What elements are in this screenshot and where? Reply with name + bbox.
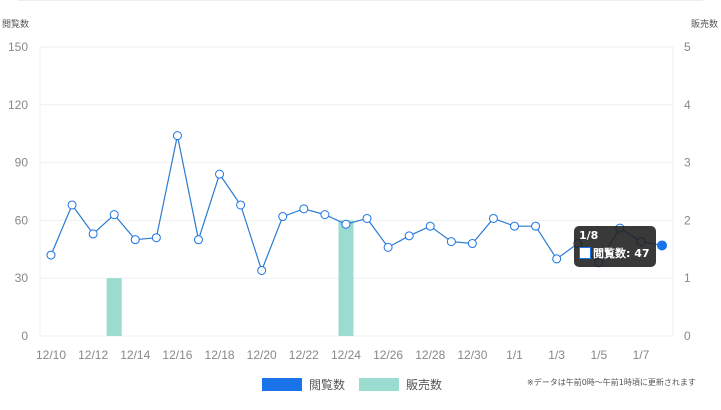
point-views (657, 240, 667, 251)
legend-swatch-views (262, 378, 302, 391)
top-divider (18, 0, 703, 1)
left-axis-title: 閲覧数 (2, 20, 30, 30)
point-views (510, 221, 520, 231)
right-tick-label: 0 (684, 329, 691, 343)
legend-label-views: 閲覧数 (309, 378, 346, 392)
x-tick-label: 1/7 (633, 348, 650, 362)
legend-label-sales: 販売数 (406, 378, 443, 392)
point-views (488, 213, 498, 223)
legend: 閲覧数 販売数 (262, 376, 456, 393)
x-tick-label: 12/10 (36, 348, 66, 362)
point-views (383, 242, 393, 252)
point-views (320, 210, 330, 220)
point-views (236, 200, 246, 210)
tooltip: 1/8 閲覧数: 47 (574, 226, 656, 267)
point-views (425, 221, 435, 231)
point-views (172, 131, 182, 141)
x-tick-label: 12/12 (78, 348, 108, 362)
point-views (362, 213, 372, 223)
right-tick-label: 1 (684, 271, 691, 285)
x-tick-label: 12/26 (373, 348, 403, 362)
point-views (446, 237, 456, 247)
left-tick-label: 60 (15, 213, 29, 227)
point-views (278, 212, 288, 222)
point-views (215, 169, 225, 179)
point-views (109, 210, 119, 220)
right-tick-label: 2 (684, 213, 691, 227)
left-tick-label: 30 (15, 271, 29, 285)
x-tick-label: 12/30 (457, 348, 487, 362)
update-note: ※データは午前0時～午前1時頃に更新されます (527, 378, 696, 387)
left-tick-label: 150 (8, 40, 28, 54)
tooltip-title: 1/8 (579, 229, 599, 242)
point-views (46, 250, 56, 260)
point-views (151, 233, 161, 243)
left-tick-label: 120 (8, 98, 28, 112)
x-tick-label: 12/16 (162, 348, 192, 362)
x-tick-label: 12/22 (289, 348, 319, 362)
right-axis-title: 販売数 (690, 20, 718, 30)
x-tick-label: 12/20 (247, 348, 277, 362)
point-views (299, 204, 309, 214)
point-views (257, 265, 267, 275)
point-views (531, 221, 541, 231)
point-views (67, 200, 77, 210)
x-tick-label: 1/5 (590, 348, 607, 362)
x-tick-label: 12/14 (120, 348, 150, 362)
point-views (404, 231, 414, 241)
bar-sales (338, 220, 354, 336)
line-views (50, 135, 663, 273)
point-views (467, 239, 477, 249)
point-views (341, 219, 351, 229)
x-tick-label: 1/3 (548, 348, 565, 362)
left-tick-label: 0 (21, 329, 28, 343)
point-views (552, 254, 562, 264)
tooltip-label: 閲覧数: 47 (593, 247, 650, 260)
bar-sales (106, 278, 122, 336)
point-views (88, 229, 98, 239)
tooltip-swatch (579, 247, 591, 259)
legend-swatch-sales (359, 378, 400, 391)
right-tick-label: 4 (684, 98, 691, 112)
right-tick-label: 5 (684, 40, 691, 54)
x-tick-label: 12/18 (205, 348, 235, 362)
x-tick-label: 12/24 (331, 348, 361, 362)
x-tick-label: 1/1 (506, 348, 523, 362)
legend-item-views[interactable]: 閲覧数 (262, 376, 345, 393)
right-tick-label: 3 (684, 156, 691, 170)
point-views (193, 235, 203, 245)
x-tick-label: 12/28 (415, 348, 445, 362)
left-tick-label: 90 (15, 156, 29, 170)
point-views (130, 235, 140, 245)
legend-item-sales[interactable]: 販売数 (359, 376, 442, 393)
